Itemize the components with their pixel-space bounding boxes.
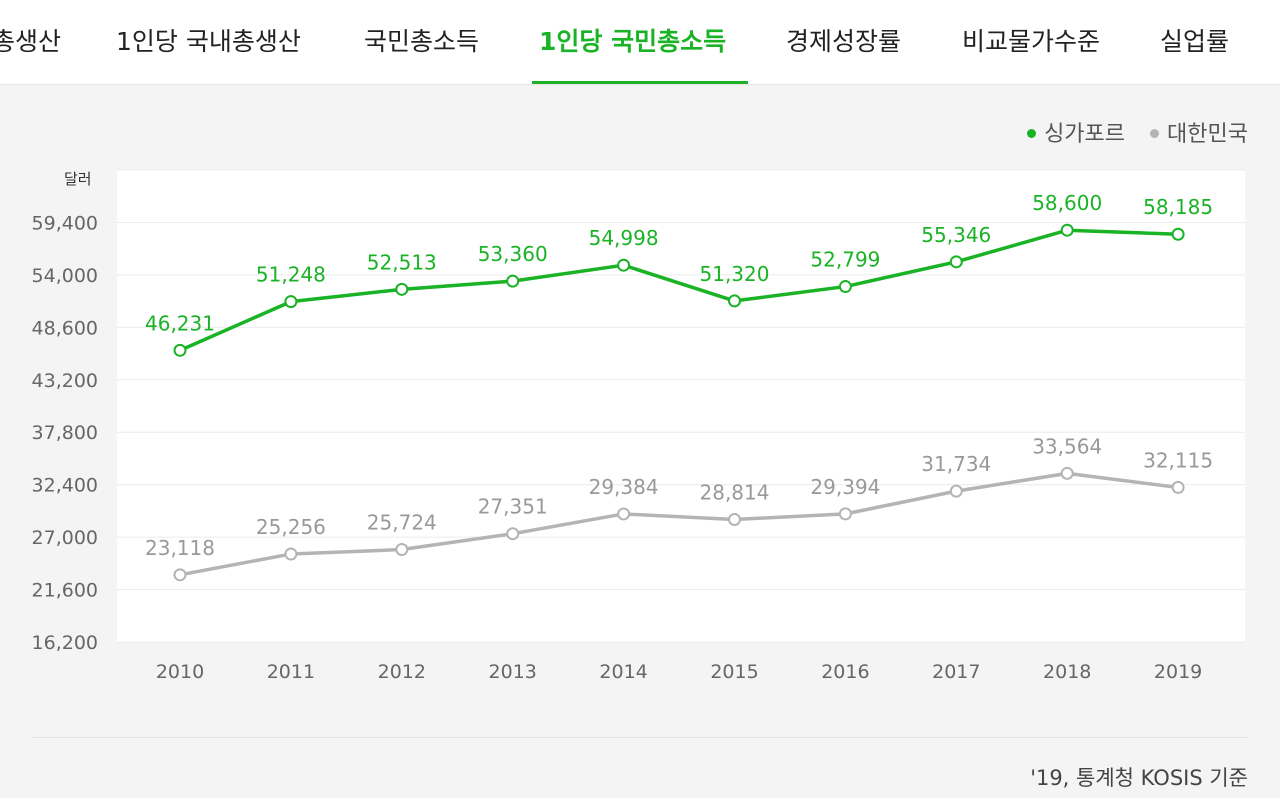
data-label: 31,734 [921,452,991,476]
data-point [617,258,631,272]
data-label: 23,118 [145,536,215,560]
data-point [1171,227,1185,241]
data-point [617,507,631,521]
data-label: 53,360 [478,242,548,266]
data-label: 29,384 [589,475,659,499]
y-axis-unit-label: 달러 [64,170,92,188]
data-label: 54,998 [589,226,659,250]
tab-unemployment[interactable]: 실업률 [1160,27,1230,56]
data-label: 25,256 [256,515,326,539]
data-label: 28,814 [700,480,770,504]
data-point [949,484,963,498]
legend-label-korea: 대한민국 [1167,122,1248,147]
data-point [284,295,298,309]
data-point [284,547,298,561]
tab-bar: 국내총생산 1인당 국내총생산 국민총소득 1인당 국민총소득 경제성장률 비교… [0,0,1280,85]
y-tick-label: 43,200 [32,370,98,392]
plot-area [117,170,1245,642]
series-line-singapore [178,228,1180,353]
data-point [728,294,741,308]
data-point [949,255,963,269]
x-tick-label: 2013 [489,661,537,683]
data-label: 29,394 [810,475,880,499]
tab-gni-per-capita[interactable]: 1인당 국민총소득 [539,27,727,56]
data-point [173,343,187,357]
y-tick-label: 48,600 [32,317,98,339]
y-tick-label: 59,400 [32,212,98,234]
legend-dot-icon [1150,128,1160,138]
active-tab-indicator [532,81,748,84]
data-label: 52,799 [810,248,880,272]
y-tick-label: 32,400 [32,475,98,497]
data-label: 33,564 [1032,434,1102,458]
x-tick-label: 2014 [599,661,647,683]
data-label: 55,346 [921,223,991,247]
data-point [1060,223,1074,237]
data-label: 51,248 [256,263,326,287]
y-tick-label: 21,600 [32,580,98,602]
legend-label-singapore: 싱가포르 [1044,122,1126,147]
data-label: 27,351 [478,495,548,519]
x-tick-label: 2015 [710,661,758,683]
x-tick-label: 2017 [932,661,980,683]
legend-item-korea[interactable]: 대한민국 [1150,116,1248,148]
data-point [838,280,852,294]
data-point [506,527,520,541]
x-tick-label: 2016 [821,661,869,683]
x-tick-label: 2019 [1154,661,1202,683]
data-point [173,568,187,582]
tab-gni[interactable]: 국민총소득 [364,27,480,56]
divider [32,737,1248,738]
data-label: 58,185 [1143,195,1213,219]
data-label: 25,724 [367,511,437,535]
data-point [1171,480,1185,494]
tab-gdp-per-capita[interactable]: 1인당 국내총생산 [116,27,301,56]
x-tick-label: 2011 [267,661,315,683]
y-tick-label: 16,200 [32,632,98,654]
data-label: 51,320 [700,262,770,286]
tab-gdp[interactable]: 국내총생산 [0,27,62,56]
x-tick-label: 2018 [1043,661,1091,683]
data-label: 32,115 [1143,448,1213,472]
x-tick-label: 2012 [378,661,426,683]
source-note: '19, 통계청 KOSIS 기준 [1030,766,1248,790]
data-point [1060,466,1074,480]
data-label: 52,513 [367,250,437,274]
y-tick-label: 37,800 [32,422,98,444]
x-tick-label: 2010 [156,661,204,683]
chart-legend: 싱가포르 대한민국 [1009,116,1248,148]
data-point [838,507,852,521]
y-tick-label: 27,000 [32,527,98,549]
data-point [395,543,409,557]
y-tick-label: 54,000 [32,265,98,287]
data-point [395,282,409,296]
series-line-korea [178,471,1180,577]
tab-price-level[interactable]: 비교물가수준 [962,27,1101,56]
data-point [506,274,520,288]
legend-dot-icon [1027,128,1037,138]
tab-economic-growth[interactable]: 경제성장률 [786,27,902,56]
data-label: 46,231 [145,311,215,335]
data-point [728,512,741,526]
legend-item-singapore[interactable]: 싱가포르 [1027,116,1125,148]
data-label: 58,600 [1032,191,1102,215]
